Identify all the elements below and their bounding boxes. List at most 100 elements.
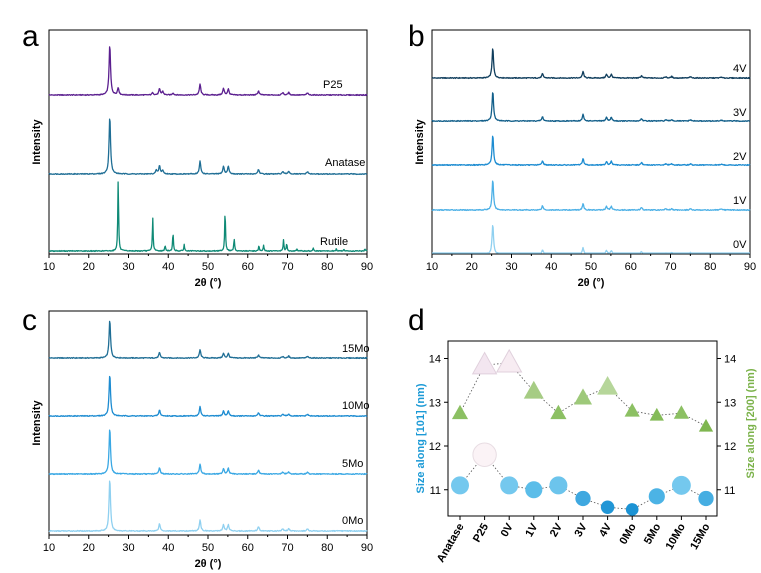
x-tick-label: 70	[281, 261, 293, 273]
y-left-axis-label: Size along [101] (nm)	[415, 383, 427, 493]
circle-point-anatase	[451, 476, 469, 495]
panel-d: d 11 12 13 14 11 12 13 14 Anatase P25 0V 1V 2V 3V 4V 0Mo…	[408, 304, 757, 565]
x-tick-label: 50	[585, 261, 597, 273]
x-axis-label: 2θ (°)	[195, 277, 222, 289]
x-axis-label: 2θ (°)	[195, 558, 222, 570]
triangle-point-5mo	[649, 407, 664, 421]
series-label-5mo: 5Mo	[342, 458, 363, 470]
y-axis-label: Intensity	[31, 119, 43, 165]
plot-frame	[48, 310, 368, 536]
triangle-point-p25	[471, 351, 498, 375]
panel-letter-c: c	[22, 304, 37, 337]
x-tick-label: 40	[162, 542, 174, 554]
series-label-3v: 3V	[733, 107, 747, 119]
triangle-point-anatase	[451, 404, 469, 420]
y-right-tick-label: 11	[724, 485, 735, 497]
xrd-trace-5mo	[48, 429, 368, 476]
panel-b: b 10 20 30 40 50 60 70 80 90 2θ (°) Intensity 4V 3V 2V…	[408, 20, 756, 289]
panel-a: a 10 20 30 40 50 60 70 80 90 2θ (°) Intensity P25 Ana…	[22, 20, 373, 289]
triangle-point-4v	[597, 375, 619, 395]
circle-point-5mo	[648, 488, 665, 505]
xrd-trace-0v	[431, 225, 751, 254]
x-tick-label: 90	[361, 261, 373, 273]
circle-point-15mo	[698, 490, 714, 507]
circle-point-3v	[575, 490, 591, 507]
y-left-tick-label: 13	[429, 397, 441, 409]
panel-letter-b: b	[408, 20, 425, 53]
x-tick-label: 40	[545, 261, 557, 273]
y-right-tick-label: 13	[724, 397, 736, 409]
x-tick-label: 80	[321, 261, 333, 273]
xrd-trace-p25	[48, 46, 368, 97]
x-tick-label: 90	[744, 261, 756, 273]
x-category-label: 0V	[499, 521, 516, 539]
circle-point-10mo	[671, 475, 691, 495]
x-tick-label: 20	[466, 261, 478, 273]
x-tick-label: 50	[202, 542, 214, 554]
x-tick-label: 80	[704, 261, 716, 273]
y-left-tick-label: 14	[429, 354, 441, 366]
y-axis-label: Intensity	[31, 400, 43, 446]
plot-frame	[431, 29, 751, 255]
x-category-label: 1V	[523, 521, 540, 539]
x-tick-label: 10	[426, 261, 438, 273]
series-label-1v: 1V	[733, 195, 747, 207]
x-category-label: 3V	[572, 521, 589, 539]
series-label-2v: 2V	[733, 151, 747, 163]
x-category-label: Anatase	[435, 522, 467, 565]
triangle-point-10mo	[673, 405, 689, 419]
x-tick-label: 70	[664, 261, 676, 273]
x-category-label: 0Mo	[617, 521, 639, 546]
series-label-rutile: Rutile	[320, 236, 348, 248]
triangle-point-3v	[573, 388, 593, 405]
x-tick-label: 70	[281, 542, 293, 554]
x-tick-label: 50	[202, 261, 214, 273]
series-label-p25: P25	[323, 79, 343, 91]
xrd-trace-2v	[431, 135, 751, 167]
x-tick-label: 60	[242, 261, 254, 273]
series-label-anatase: Anatase	[325, 157, 365, 169]
x-category-label: P25	[471, 522, 491, 545]
series-label-0mo: 0Mo	[342, 515, 363, 527]
x-category-label: 10Mo	[664, 521, 689, 552]
xrd-trace-0mo	[48, 480, 368, 533]
x-tick-label: 90	[361, 542, 373, 554]
y-right-axis-label: Size along [200] (nm)	[745, 368, 757, 478]
x-category-label: 4V	[597, 521, 614, 539]
x-tick-label: 20	[83, 542, 95, 554]
x-tick-label: 30	[122, 542, 134, 554]
panel-letter-d: d	[408, 304, 425, 337]
plot-frame	[48, 29, 368, 255]
x-tick-label: 20	[83, 261, 95, 273]
y-right-tick-label: 12	[724, 441, 736, 453]
x-tick-label: 40	[162, 261, 174, 273]
triangle-point-1v	[523, 380, 544, 399]
xrd-trace-1v	[431, 180, 751, 212]
xrd-trace-4v	[431, 48, 751, 80]
x-category-label: 2V	[548, 521, 565, 539]
x-tick-label: 60	[242, 542, 254, 554]
x-tick-label: 60	[625, 261, 637, 273]
circle-point-4v	[600, 500, 615, 514]
triangle-point-15mo	[698, 418, 714, 432]
y-left-tick-label: 11	[430, 485, 441, 497]
y-axis-label: Intensity	[414, 119, 426, 165]
series-label-4v: 4V	[733, 63, 747, 75]
xrd-trace-anatase	[48, 118, 368, 176]
triangle-point-0mo	[624, 403, 640, 417]
series-label-15mo: 15Mo	[342, 343, 370, 355]
x-tick-label: 10	[43, 261, 55, 273]
xrd-trace-rutile	[48, 181, 368, 253]
circle-point-1v	[525, 481, 543, 499]
panel-letter-a: a	[22, 20, 39, 53]
series-label-0v: 0V	[733, 239, 747, 251]
series-label-10mo: 10Mo	[342, 400, 370, 412]
y-right-tick-label: 14	[724, 354, 736, 366]
x-tick-label: 30	[122, 261, 134, 273]
circle-point-2v	[549, 476, 568, 495]
circle-point-0mo	[625, 503, 639, 516]
circle-point-0v	[500, 476, 519, 495]
panel-c: c 10 20 30 40 50 60 70 80 90 2θ (°) Intensity 15Mo 10…	[22, 304, 373, 570]
x-tick-label: 30	[505, 261, 517, 273]
